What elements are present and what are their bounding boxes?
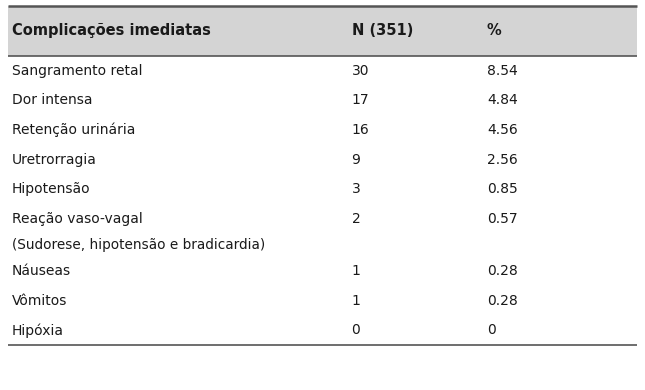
Text: Complicações imediatas: Complicações imediatas xyxy=(12,23,210,38)
Text: Náuseas: Náuseas xyxy=(12,264,71,278)
Text: 3: 3 xyxy=(352,182,361,196)
Text: 0: 0 xyxy=(487,323,496,337)
Text: 4.56: 4.56 xyxy=(487,123,518,137)
Text: Uretrorragia: Uretrorragia xyxy=(12,152,97,167)
Text: Retenção urinária: Retenção urinária xyxy=(12,122,135,137)
Text: 0.28: 0.28 xyxy=(487,264,518,278)
Text: (Sudorese, hipotensão e bradicardia): (Sudorese, hipotensão e bradicardia) xyxy=(12,238,265,252)
Text: 0: 0 xyxy=(352,323,361,337)
Text: 1: 1 xyxy=(352,294,361,308)
Bar xyxy=(8,6,637,56)
Text: %: % xyxy=(487,23,502,38)
Text: 2: 2 xyxy=(352,212,361,226)
Text: 9: 9 xyxy=(352,152,361,167)
Text: Dor intensa: Dor intensa xyxy=(12,93,92,107)
Text: 16: 16 xyxy=(352,123,370,137)
Text: Sangramento retal: Sangramento retal xyxy=(12,64,142,78)
Text: 0.85: 0.85 xyxy=(487,182,518,196)
Text: Hipotensão: Hipotensão xyxy=(12,182,90,196)
Text: 0.57: 0.57 xyxy=(487,212,517,226)
Text: Vômitos: Vômitos xyxy=(12,294,67,308)
Text: 1: 1 xyxy=(352,264,361,278)
Text: 8.54: 8.54 xyxy=(487,64,518,78)
Text: 17: 17 xyxy=(352,93,369,107)
Text: Hipóxia: Hipóxia xyxy=(12,323,64,338)
Text: 2.56: 2.56 xyxy=(487,152,518,167)
Text: Reação vaso-vagal: Reação vaso-vagal xyxy=(12,212,143,226)
Text: N (351): N (351) xyxy=(352,23,413,38)
Text: 4.84: 4.84 xyxy=(487,93,518,107)
Text: 0.28: 0.28 xyxy=(487,294,518,308)
Text: 30: 30 xyxy=(352,64,369,78)
